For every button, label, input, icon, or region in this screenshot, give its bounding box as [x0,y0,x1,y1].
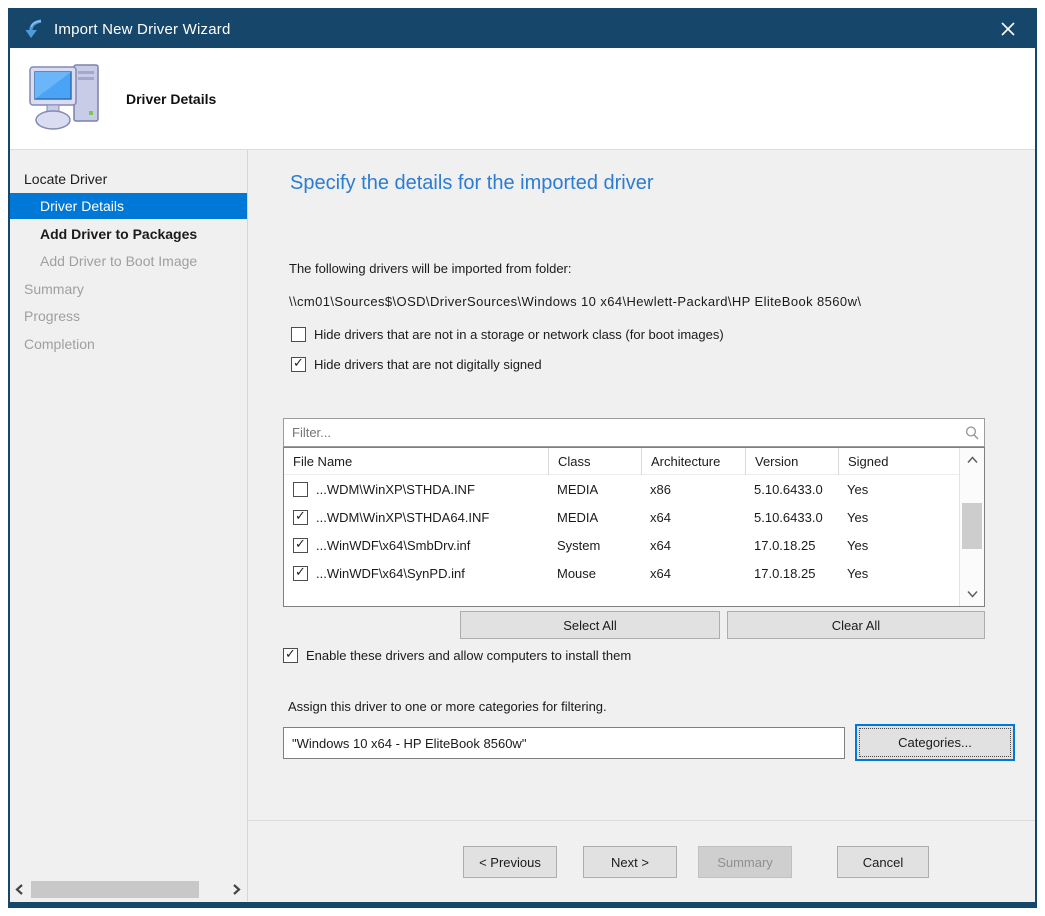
table-row[interactable]: ...WinWDF\x64\SynPD.inf Mouse x64 17.0.1… [284,559,984,587]
row-file-name: ...WDM\WinXP\STHDA64.INF [316,509,490,525]
column-header-signed[interactable]: Signed [838,447,919,475]
sidebar-item-add-to-packages[interactable]: Add Driver to Packages [40,226,198,242]
row-class: MEDIA [557,481,599,497]
driver-list: File Name Class Architecture Version Sig… [283,447,985,607]
intro-text: The following drivers will be imported f… [289,261,572,276]
row-class: System [557,537,601,553]
previous-button[interactable]: < Previous [463,846,557,878]
close-button[interactable] [991,14,1025,44]
scroll-up-icon[interactable] [960,450,984,470]
hide-storage-checkbox[interactable] [291,327,306,342]
row-architecture: x64 [650,537,671,553]
wizard-banner: Driver Details [10,48,1035,150]
table-row[interactable]: ...WDM\WinXP\STHDA.INF MEDIA x86 5.10.64… [284,475,984,503]
summary-button: Summary [698,846,792,878]
row-checkbox[interactable] [293,565,308,581]
filter-input[interactable] [284,425,960,440]
category-field[interactable] [283,727,845,759]
column-header-class[interactable]: Class [548,447,641,475]
table-row[interactable]: ...WinWDF\x64\SmbDrv.inf System x64 17.0… [284,531,984,559]
sidebar-horizontal-scrollbar[interactable] [11,881,246,898]
sidebar-item-driver-details[interactable]: Driver Details [10,193,247,219]
row-version: 17.0.18.25 [754,565,816,581]
hide-unsigned-checkbox-row: Hide drivers that are not digitally sign… [291,357,542,372]
filter-box [283,418,985,447]
content-heading: Specify the details for the imported dri… [290,172,654,194]
scroll-down-icon[interactable] [960,584,984,604]
page-title: Driver Details [126,90,217,107]
driver-folder-path: \\cm01\Sources$\OSD\DriverSources\Window… [289,294,862,309]
clear-all-button[interactable]: Clear All [727,611,985,639]
row-file-name: ...WinWDF\x64\SynPD.inf [316,565,465,581]
wizard-body: Locate Driver Driver Details Add Driver … [10,150,1035,901]
sidebar-item-summary[interactable]: Summary [24,281,84,297]
close-icon [1001,22,1015,36]
hide-storage-label: Hide drivers that are not in a storage o… [314,327,724,342]
next-button[interactable]: Next > [583,846,677,878]
row-signed: Yes [847,565,869,581]
enable-drivers-label: Enable these drivers and allow computers… [306,648,632,663]
assign-category-text: Assign this driver to one or more catego… [288,699,607,714]
row-architecture: x86 [650,481,671,497]
row-version: 17.0.18.25 [754,537,816,553]
row-version: 5.10.6433.0 [754,509,823,525]
scrollbar-thumb[interactable] [962,503,982,549]
driver-list-header: File Name Class Architecture Version Sig… [284,447,984,475]
title-bar[interactable]: Import New Driver Wizard [10,10,1035,48]
row-architecture: x64 [650,565,671,581]
row-checkbox[interactable] [293,537,308,553]
column-header-architecture[interactable]: Architecture [641,447,745,475]
row-checkbox[interactable] [293,481,308,497]
column-header-file-name[interactable]: File Name [293,453,353,469]
scroll-right-icon[interactable] [228,881,244,898]
row-file-name: ...WDM\WinXP\STHDA.INF [316,481,475,497]
row-checkbox[interactable] [293,509,308,525]
categories-button[interactable]: Categories... [855,724,1015,761]
table-row[interactable]: ...WDM\WinXP\STHDA64.INF MEDIA x64 5.10.… [284,503,984,531]
row-signed: Yes [847,509,869,525]
enable-drivers-checkbox[interactable] [283,648,298,663]
hide-unsigned-checkbox[interactable] [291,357,306,372]
row-file-name: ...WinWDF\x64\SmbDrv.inf [316,537,471,553]
sidebar-item-progress[interactable]: Progress [24,308,81,324]
sidebar-divider [247,150,248,901]
hide-unsigned-label: Hide drivers that are not digitally sign… [314,357,542,372]
footer-divider [248,820,1035,821]
row-class: Mouse [557,565,597,581]
select-all-button[interactable]: Select All [460,611,720,639]
import-arrow-icon [22,18,44,40]
row-signed: Yes [847,537,869,553]
sidebar-item-locate-driver[interactable]: Locate Driver [24,171,108,187]
column-header-version[interactable]: Version [745,447,838,475]
search-icon [960,425,984,441]
list-vertical-scrollbar[interactable] [959,448,984,606]
scroll-left-icon[interactable] [11,881,27,898]
sidebar-item-completion[interactable]: Completion [24,336,95,352]
scrollbar-thumb[interactable] [31,881,199,898]
hide-storage-checkbox-row: Hide drivers that are not in a storage o… [291,327,724,342]
enable-drivers-checkbox-row: Enable these drivers and allow computers… [283,648,631,663]
row-version: 5.10.6433.0 [754,481,823,497]
row-architecture: x64 [650,509,671,525]
sidebar-item-add-to-boot-image[interactable]: Add Driver to Boot Image [40,253,198,269]
cancel-button[interactable]: Cancel [837,846,929,878]
wizard-window: Import New Driver Wizard Driver Details [8,8,1037,908]
computer-icon [26,57,110,141]
wizard-steps-sidebar: Locate Driver Driver Details Add Driver … [10,150,247,901]
row-signed: Yes [847,481,869,497]
row-class: MEDIA [557,509,599,525]
window-title: Import New Driver Wizard [54,20,231,38]
